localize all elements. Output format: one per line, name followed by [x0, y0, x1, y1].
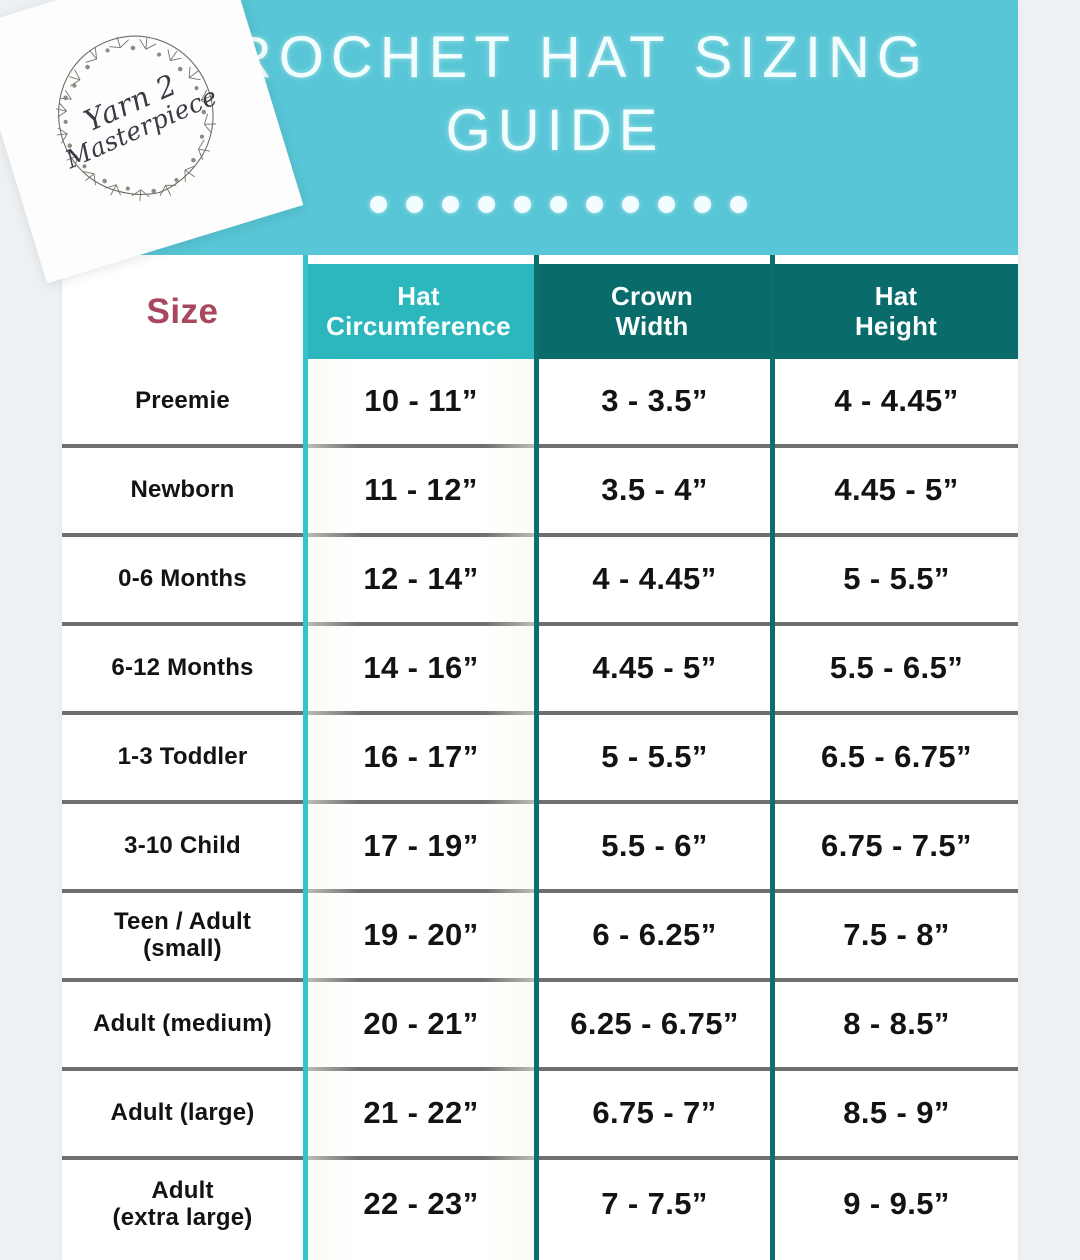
table-row: 6-12 Months 14 - 16” 4.45 - 5” 5.5 - 6.5… — [62, 626, 1018, 715]
cell-size: 1-3 Toddler — [117, 743, 248, 771]
cell-hat-height: 8.5 - 9” — [843, 1095, 950, 1131]
cell-size: Adult (medium) — [93, 1010, 272, 1038]
cell-size: 0-6 Months — [118, 565, 247, 593]
dot-icon — [585, 196, 603, 213]
logo-content: Yarn 2 Masterpiece — [0, 0, 303, 283]
cell-crown-width: 6.75 - 7” — [592, 1095, 717, 1131]
cell-crown-width: 4 - 4.45” — [592, 561, 717, 597]
cell-crown-width: 6.25 - 6.75” — [570, 1006, 739, 1042]
cell-hat-height: 5 - 5.5” — [843, 561, 950, 597]
cell-circumference: 19 - 20” — [363, 917, 479, 953]
cell-circumference: 11 - 12” — [364, 472, 478, 508]
cell-size: Adult (large) — [110, 1099, 255, 1127]
cell-size: Preemie — [135, 387, 230, 415]
decorative-dot-row — [62, 196, 1018, 213]
cell-crown-width: 3 - 3.5” — [601, 383, 708, 419]
dot-icon — [729, 196, 747, 213]
cell-hat-height: 4.45 - 5” — [834, 472, 959, 508]
cell-hat-height: 5.5 - 6.5” — [829, 650, 964, 686]
cell-size: Newborn — [130, 476, 235, 504]
cell-hat-height: 7.5 - 8” — [843, 917, 950, 953]
cell-crown-width: 4.45 - 5” — [592, 650, 717, 686]
table-row: Teen / Adult (small) 19 - 20” 6 - 6.25” … — [62, 893, 1018, 982]
cell-crown-width: 3.5 - 4” — [601, 472, 708, 508]
cell-crown-width: 6 - 6.25” — [592, 917, 717, 953]
column-divider-1 — [303, 255, 308, 1260]
cell-size: Teen / Adult (small) — [113, 908, 252, 962]
cell-circumference: 20 - 21” — [363, 1006, 479, 1042]
table-row: Adult (medium) 20 - 21” 6.25 - 6.75” 8 -… — [62, 982, 1018, 1071]
dot-icon — [369, 196, 387, 213]
table-row: 1-3 Toddler 16 - 17” 5 - 5.5” 6.5 - 6.75… — [62, 715, 1018, 804]
table-row: 0-6 Months 12 - 14” 4 - 4.45” 5 - 5.5” — [62, 537, 1018, 626]
floral-wreath-icon — [17, 0, 254, 235]
cell-size: 6-12 Months — [111, 654, 254, 682]
column-divider-2 — [534, 255, 539, 1260]
dot-icon — [477, 196, 495, 213]
table-body: Preemie 10 - 11” 3 - 3.5” 4 - 4.45” Newb… — [62, 359, 1018, 1249]
table-header-row: Size Hat Circumference Crown Width Hat H… — [62, 264, 1018, 359]
infographic-sheet: CROCHET HAT SIZING GUIDE — [0, 0, 1018, 1260]
cell-size: Adult (extra large) — [112, 1177, 253, 1231]
cell-circumference: 21 - 22” — [363, 1095, 479, 1131]
column-divider-3 — [770, 255, 775, 1260]
dot-icon — [549, 196, 567, 213]
dot-icon — [441, 196, 459, 213]
table-row: Newborn 11 - 12” 3.5 - 4” 4.45 - 5” — [62, 448, 1018, 537]
cell-crown-width: 5.5 - 6” — [601, 828, 708, 864]
column-header-size: Size — [146, 291, 219, 331]
page-title: CROCHET HAT SIZING GUIDE — [181, 25, 929, 163]
cell-size: 3-10 Child — [124, 832, 241, 860]
cell-circumference: 12 - 14” — [363, 561, 479, 597]
cell-circumference: 17 - 19” — [363, 828, 479, 864]
cell-hat-height: 8 - 8.5” — [843, 1006, 950, 1042]
table-row: Adult (large) 21 - 22” 6.75 - 7” 8.5 - 9… — [62, 1071, 1018, 1160]
cell-crown-width: 7 - 7.5” — [601, 1186, 708, 1222]
cell-hat-height: 6.5 - 6.75” — [821, 739, 972, 775]
column-header-hat-height: Hat Height — [774, 264, 1018, 359]
cell-hat-height: 4 - 4.45” — [834, 383, 959, 419]
cell-circumference: 16 - 17” — [363, 739, 479, 775]
table-row: Preemie 10 - 11” 3 - 3.5” 4 - 4.45” — [62, 359, 1018, 448]
column-header-crown-width: Crown Width — [534, 264, 770, 359]
brand-logo-card: Yarn 2 Masterpiece — [0, 0, 304, 284]
hat-sizing-table: Size Hat Circumference Crown Width Hat H… — [62, 255, 1018, 1260]
column-header-circumference: Hat Circumference — [303, 264, 534, 359]
dot-icon — [693, 196, 711, 213]
cell-hat-height: 9 - 9.5” — [843, 1186, 950, 1222]
dot-icon — [657, 196, 675, 213]
cell-crown-width: 5 - 5.5” — [601, 739, 708, 775]
dot-icon — [513, 196, 531, 213]
dot-icon — [621, 196, 639, 213]
dot-icon — [405, 196, 423, 213]
cell-circumference: 22 - 23” — [363, 1186, 479, 1222]
table-row: 3-10 Child 17 - 19” 5.5 - 6” 6.75 - 7.5” — [62, 804, 1018, 893]
cell-hat-height: 6.75 - 7.5” — [821, 828, 972, 864]
cell-circumference: 10 - 11” — [364, 383, 478, 419]
cell-circumference: 14 - 16” — [363, 650, 479, 686]
table-row: Adult (extra large) 22 - 23” 7 - 7.5” 9 … — [62, 1160, 1018, 1249]
